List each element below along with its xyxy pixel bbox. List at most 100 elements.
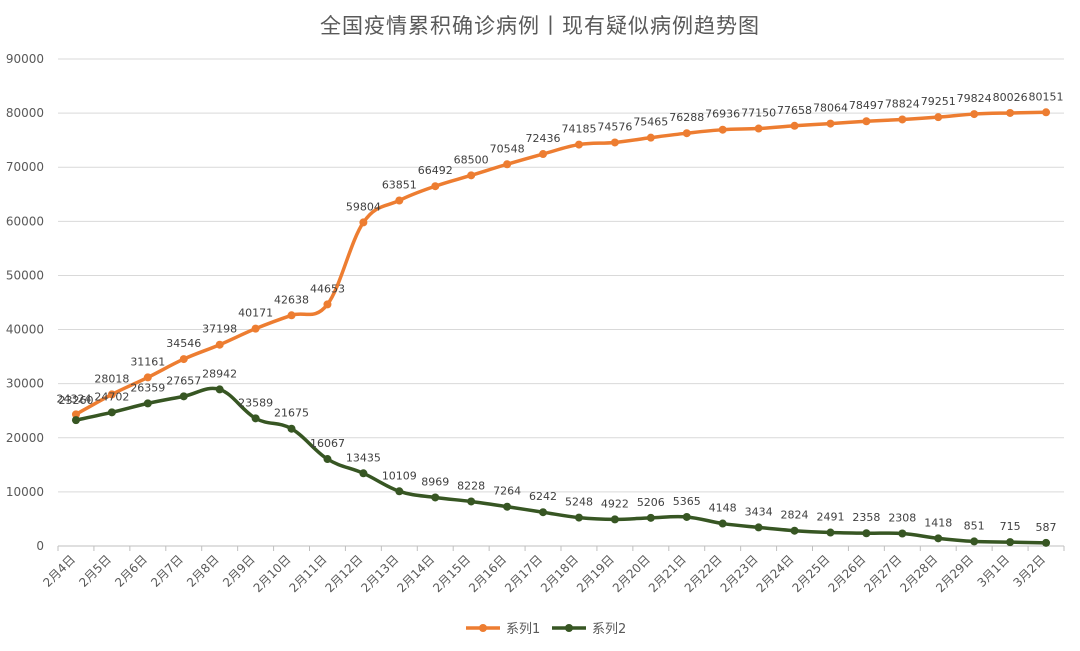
series-1-point <box>359 218 368 227</box>
series-2-point <box>107 408 116 417</box>
series-1-data-label: 79251 <box>921 95 956 108</box>
series-1-data-label: 80026 <box>993 91 1028 104</box>
series-2-data-label: 8228 <box>457 479 485 492</box>
series-1-point <box>107 390 116 399</box>
series-2-data-label: 24702 <box>94 390 129 403</box>
x-tick-label: 2月4日 <box>40 552 78 590</box>
series-2-data-label: 28942 <box>202 367 237 380</box>
series-1-data-label: 66492 <box>418 164 453 177</box>
series-2-data-label: 2491 <box>816 511 844 524</box>
x-tick-label: 2月11日 <box>287 552 330 595</box>
series-1-data-label: 78497 <box>849 99 884 112</box>
series-2-point <box>1006 538 1015 547</box>
series-1-data-label: 34546 <box>166 337 201 350</box>
series-2-point <box>610 515 619 524</box>
x-tick-label: 2月23日 <box>718 552 761 595</box>
series-2-data-label: 8969 <box>421 475 449 488</box>
series-1-point <box>610 138 619 147</box>
x-tick-label: 2月19日 <box>574 552 617 595</box>
series-2-data-label: 4148 <box>709 502 737 515</box>
series-2-data-label: 16067 <box>310 437 345 450</box>
legend-marker-series-2 <box>565 624 573 632</box>
series-2-point <box>646 513 655 522</box>
series-2-point <box>215 385 224 394</box>
series-2-data-label: 7264 <box>493 485 521 498</box>
series-2-data-label: 587 <box>1036 521 1057 534</box>
series-2-data-label: 23589 <box>238 396 273 409</box>
series-1-point <box>431 182 440 191</box>
series-2-data-label: 715 <box>1000 520 1021 533</box>
series-2-data-label: 2358 <box>852 511 880 524</box>
x-tick-label: 2月28日 <box>897 552 940 595</box>
series-1-data-label: 78064 <box>813 102 848 115</box>
series-1-data-label: 72436 <box>526 132 561 145</box>
series-2-point <box>287 424 296 433</box>
series-2-data-label: 21675 <box>274 407 309 420</box>
series-1-data-label: 76936 <box>705 108 740 121</box>
series-1-point <box>467 171 476 180</box>
x-tick-label: 2月13日 <box>358 552 401 595</box>
x-tick-label: 2月20日 <box>610 552 653 595</box>
series-1-data-label: 37198 <box>202 323 237 336</box>
x-tick-label: 2月16日 <box>466 552 509 595</box>
series-2-data-label: 6242 <box>529 490 557 503</box>
series-1-data-label: 74185 <box>561 123 596 136</box>
series-1-point <box>287 311 296 320</box>
series-2-point <box>970 537 979 546</box>
y-tick-label: 60000 <box>6 214 44 228</box>
series-2-data-label: 5365 <box>673 495 701 508</box>
x-tick-label: 2月12日 <box>322 552 365 595</box>
series-1-data-label: 28018 <box>94 372 129 385</box>
x-tick-label: 2月25日 <box>790 552 833 595</box>
series-1-point <box>898 115 907 124</box>
series-2-point <box>826 528 835 537</box>
x-tick-label: 2月21日 <box>646 552 689 595</box>
series-2-point <box>718 519 727 528</box>
series-2-point <box>754 523 763 532</box>
series-2-point <box>790 526 799 535</box>
series-1-point <box>718 125 727 134</box>
x-tick-label: 2月8日 <box>184 552 222 590</box>
series-2-point <box>539 508 548 517</box>
series-1-data-label: 70548 <box>490 142 525 155</box>
series-1-data-label: 79824 <box>957 92 992 105</box>
series-1-data-label: 63851 <box>382 178 417 191</box>
y-tick-label: 30000 <box>6 377 44 391</box>
series-2-point <box>934 534 943 543</box>
series-1-point <box>323 300 332 309</box>
x-tick-label: 2月24日 <box>754 552 797 595</box>
x-tick-label: 2月14日 <box>394 552 437 595</box>
series-1-data-label: 80151 <box>1029 90 1064 103</box>
series-1-data-label: 24324 <box>56 392 91 405</box>
series-2-data-label: 4922 <box>601 497 629 510</box>
y-tick-label: 90000 <box>6 52 44 66</box>
series-1-data-label: 77658 <box>777 104 812 117</box>
series-2-point <box>467 497 476 506</box>
series-2-data-label: 10109 <box>382 469 417 482</box>
series-2-data-label: 2824 <box>781 509 809 522</box>
series-2-data-label: 3434 <box>745 505 773 518</box>
series-2-data-label: 5248 <box>565 496 593 509</box>
series-1-point <box>646 133 655 142</box>
y-tick-label: 50000 <box>6 268 44 282</box>
series-1-point <box>539 150 548 159</box>
series-1-data-label: 42638 <box>274 293 309 306</box>
series-2-point <box>359 469 368 478</box>
series-2-data-label: 2308 <box>888 512 916 525</box>
legend-label-series-1: 系列1 <box>506 622 540 637</box>
series-1-point <box>143 373 152 382</box>
series-1-point <box>71 410 80 419</box>
series-2-point <box>574 513 583 522</box>
x-tick-label: 2月7日 <box>148 552 186 590</box>
x-tick-label: 2月29日 <box>933 552 976 595</box>
series-1-data-label: 76288 <box>669 111 704 124</box>
series-2-data-label: 26359 <box>130 381 165 394</box>
series-1-point <box>395 196 404 205</box>
x-tick-label: 2月5日 <box>76 552 114 590</box>
series-1-point <box>574 140 583 149</box>
series-2-data-label: 851 <box>964 519 985 532</box>
x-tick-label: 2月27日 <box>861 552 904 595</box>
series-2-point <box>323 455 332 464</box>
series-2-point <box>503 502 512 511</box>
